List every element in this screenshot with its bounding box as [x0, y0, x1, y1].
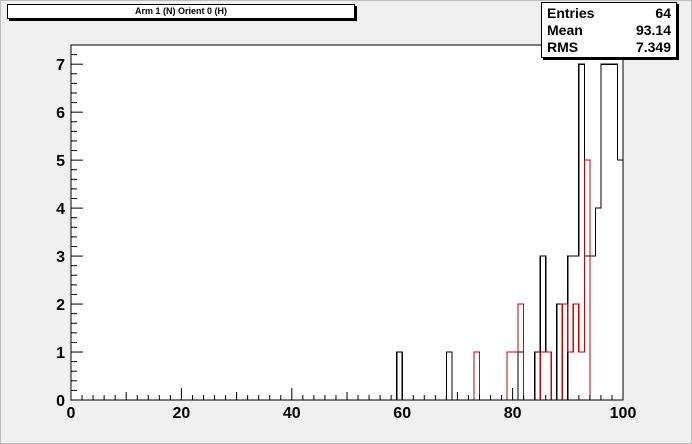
- stats-mean-value: 93.14: [635, 22, 671, 38]
- stats-box: Entries 64 Mean 93.14 RMS 7.349: [541, 2, 677, 58]
- y-tick-label: 5: [56, 153, 65, 170]
- x-tick-label: 100: [610, 405, 637, 422]
- plot-area: [70, 44, 624, 401]
- x-tick-label: 40: [283, 405, 301, 422]
- y-tick-label: 7: [56, 57, 65, 74]
- y-tick-label: 0: [56, 393, 65, 410]
- x-tick-label: 80: [504, 405, 522, 422]
- stats-mean-label: Mean: [547, 22, 583, 38]
- y-tick-label: 6: [56, 105, 65, 122]
- x-tick-label: 0: [67, 405, 76, 422]
- x-tick-label: 60: [393, 405, 411, 422]
- y-tick-label: 2: [56, 297, 65, 314]
- y-tick-label: 4: [56, 201, 65, 218]
- y-tick-label: 3: [56, 249, 65, 266]
- stats-rms-label: RMS: [547, 39, 579, 55]
- stats-entries-value: 64: [655, 5, 671, 21]
- y-tick-label: 1: [56, 345, 65, 362]
- stats-rms-row: RMS 7.349: [547, 39, 671, 56]
- stats-entries-row: Entries 64: [547, 5, 671, 22]
- stats-rms-value: 7.349: [635, 39, 671, 55]
- stats-entries-label: Entries: [547, 5, 595, 21]
- histogram-title: Arm 1 (N) Orient 0 (H): [7, 4, 355, 19]
- x-tick-label: 20: [173, 405, 191, 422]
- stats-mean-row: Mean 93.14: [547, 22, 671, 39]
